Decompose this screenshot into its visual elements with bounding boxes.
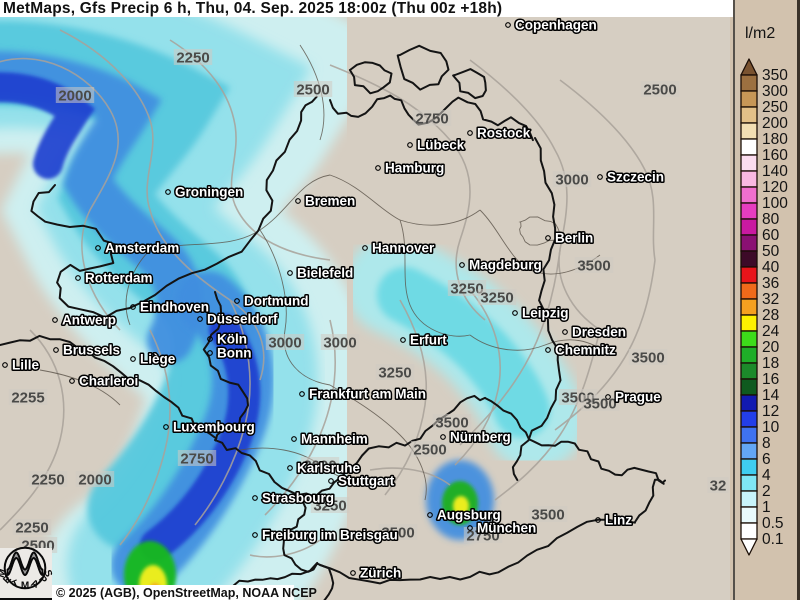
svg-text:Brussels: Brussels bbox=[63, 343, 120, 358]
svg-text:32: 32 bbox=[762, 291, 779, 308]
svg-text:München: München bbox=[477, 521, 536, 536]
svg-text:2500: 2500 bbox=[296, 82, 329, 99]
svg-text:Leipzig: Leipzig bbox=[522, 306, 569, 321]
svg-text:2000: 2000 bbox=[78, 472, 111, 489]
svg-text:l/m2: l/m2 bbox=[745, 25, 775, 42]
svg-text:Copenhagen: Copenhagen bbox=[515, 18, 597, 33]
svg-text:2250: 2250 bbox=[15, 520, 48, 537]
svg-text:Freiburg im Breisgau: Freiburg im Breisgau bbox=[262, 528, 398, 543]
svg-text:Zürich: Zürich bbox=[360, 566, 401, 581]
svg-text:2000: 2000 bbox=[58, 88, 91, 105]
svg-text:Antwerp: Antwerp bbox=[62, 313, 116, 328]
svg-text:16: 16 bbox=[762, 371, 779, 388]
svg-text:4: 4 bbox=[762, 467, 771, 484]
svg-text:2500: 2500 bbox=[643, 82, 676, 99]
svg-text:3250: 3250 bbox=[480, 290, 513, 307]
svg-text:Düsseldorf: Düsseldorf bbox=[207, 312, 278, 327]
svg-text:2250: 2250 bbox=[176, 50, 209, 67]
svg-text:0.1: 0.1 bbox=[762, 531, 784, 548]
svg-text:Linz: Linz bbox=[605, 513, 632, 528]
svg-text:3000: 3000 bbox=[268, 335, 301, 352]
svg-text:Rotterdam: Rotterdam bbox=[85, 271, 153, 286]
svg-text:2250: 2250 bbox=[31, 472, 64, 489]
svg-text:Bonn: Bonn bbox=[217, 346, 252, 361]
svg-text:1: 1 bbox=[762, 499, 771, 516]
svg-text:3000: 3000 bbox=[555, 172, 588, 189]
svg-text:50: 50 bbox=[762, 243, 780, 260]
svg-text:160: 160 bbox=[762, 147, 788, 164]
svg-text:40: 40 bbox=[762, 259, 780, 276]
svg-text:Rostock: Rostock bbox=[477, 126, 531, 141]
svg-text:2750: 2750 bbox=[180, 451, 213, 468]
svg-text:Prague: Prague bbox=[615, 390, 661, 405]
svg-text:24: 24 bbox=[762, 323, 780, 340]
svg-text:Dortmund: Dortmund bbox=[244, 294, 309, 309]
svg-text:Lübeck: Lübeck bbox=[417, 138, 465, 153]
svg-text:10: 10 bbox=[762, 419, 780, 436]
svg-text:200: 200 bbox=[762, 115, 788, 132]
svg-text:Dresden: Dresden bbox=[572, 325, 626, 340]
svg-text:80: 80 bbox=[762, 211, 780, 228]
svg-text:Hamburg: Hamburg bbox=[385, 161, 444, 176]
svg-text:Groningen: Groningen bbox=[175, 185, 243, 200]
svg-text:Mannheim: Mannheim bbox=[301, 432, 368, 447]
svg-text:2500: 2500 bbox=[21, 538, 54, 555]
svg-text:14: 14 bbox=[762, 387, 780, 404]
svg-text:Bremen: Bremen bbox=[305, 194, 355, 209]
svg-text:20: 20 bbox=[762, 339, 780, 356]
svg-text:Köln: Köln bbox=[217, 332, 247, 347]
svg-text:Luxembourg: Luxembourg bbox=[173, 420, 255, 435]
svg-text:Bielefeld: Bielefeld bbox=[297, 266, 353, 281]
svg-text:Eindhoven: Eindhoven bbox=[140, 300, 209, 315]
svg-text:Lille: Lille bbox=[12, 358, 39, 373]
svg-text:Frankfurt am Main: Frankfurt am Main bbox=[309, 387, 426, 402]
svg-text:250: 250 bbox=[762, 99, 788, 116]
svg-text:3250: 3250 bbox=[378, 365, 411, 382]
svg-text:18: 18 bbox=[762, 355, 779, 372]
svg-text:8: 8 bbox=[762, 435, 771, 452]
svg-text:Berlin: Berlin bbox=[555, 231, 593, 246]
svg-text:Amsterdam: Amsterdam bbox=[105, 241, 179, 256]
svg-text:2255: 2255 bbox=[11, 390, 44, 407]
svg-text:Magdeburg: Magdeburg bbox=[469, 258, 542, 273]
svg-text:350: 350 bbox=[762, 67, 788, 84]
svg-text:3500: 3500 bbox=[631, 350, 664, 367]
svg-text:60: 60 bbox=[762, 227, 780, 244]
svg-text:32: 32 bbox=[710, 478, 727, 495]
svg-text:180: 180 bbox=[762, 131, 788, 148]
svg-text:Erfurt: Erfurt bbox=[410, 333, 447, 348]
svg-text:2500: 2500 bbox=[413, 442, 446, 459]
svg-text:6: 6 bbox=[762, 451, 771, 468]
svg-text:2750: 2750 bbox=[415, 111, 448, 128]
svg-text:36: 36 bbox=[762, 275, 779, 292]
svg-text:28: 28 bbox=[762, 307, 779, 324]
svg-text:Strasbourg: Strasbourg bbox=[262, 491, 334, 506]
svg-text:12: 12 bbox=[762, 403, 779, 420]
svg-text:3500: 3500 bbox=[577, 258, 610, 275]
svg-text:Chemnitz: Chemnitz bbox=[555, 343, 616, 358]
svg-text:100: 100 bbox=[762, 195, 788, 212]
svg-text:Nürnberg: Nürnberg bbox=[450, 430, 511, 445]
svg-text:Hannover: Hannover bbox=[372, 241, 435, 256]
svg-text:3500: 3500 bbox=[531, 507, 564, 524]
svg-text:Stuttgart: Stuttgart bbox=[338, 474, 395, 489]
svg-text:3500: 3500 bbox=[583, 396, 616, 413]
svg-text:120: 120 bbox=[762, 179, 788, 196]
svg-text:Charleroi: Charleroi bbox=[79, 374, 138, 389]
svg-text:3000: 3000 bbox=[323, 335, 356, 352]
svg-text:Liège: Liège bbox=[140, 352, 176, 367]
svg-text:140: 140 bbox=[762, 163, 788, 180]
svg-text:Szczecin: Szczecin bbox=[607, 170, 664, 185]
svg-text:2: 2 bbox=[762, 483, 771, 500]
svg-text:0.5: 0.5 bbox=[762, 515, 784, 532]
svg-text:300: 300 bbox=[762, 83, 788, 100]
